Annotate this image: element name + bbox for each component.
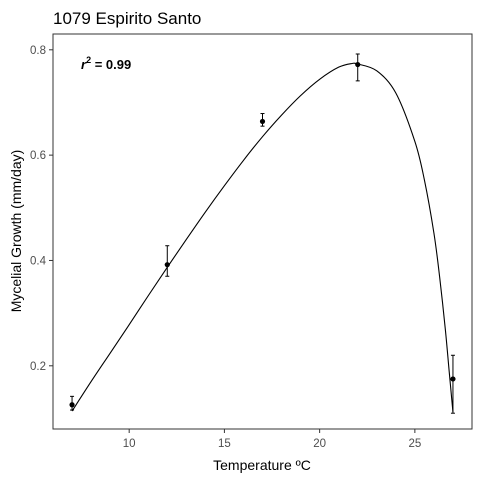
y-axis-label: Mycelial Growth (mm/day) bbox=[8, 150, 24, 313]
r-squared-value: = 0.99 bbox=[91, 57, 131, 72]
r-squared-annotation: r2 = 0.99 bbox=[81, 55, 131, 72]
y-tick-label: 0.4 bbox=[30, 255, 47, 267]
plot-area: 10 15 20 25 0.2 0.4 0.6 0.8 bbox=[30, 45, 456, 450]
data-point bbox=[355, 61, 361, 68]
x-tick-label: 15 bbox=[218, 438, 231, 450]
fit-curve bbox=[71, 62, 454, 413]
x-tick-label: 20 bbox=[313, 438, 326, 450]
chart-title: 1079 Espirito Santo bbox=[53, 9, 201, 28]
r-squared-r: r bbox=[81, 57, 87, 72]
y-tick-label: 0.6 bbox=[30, 150, 46, 162]
x-axis-label: Temperature ºC bbox=[213, 457, 311, 473]
r-squared-exponent: 2 bbox=[86, 55, 91, 65]
y-tick-label: 0.2 bbox=[30, 361, 46, 373]
plot-panel-border bbox=[52, 33, 473, 430]
x-tick-label: 10 bbox=[123, 438, 136, 450]
x-tick-label: 25 bbox=[408, 438, 421, 450]
data-point bbox=[259, 118, 266, 125]
data-point bbox=[69, 402, 75, 408]
data-point bbox=[450, 376, 456, 382]
data-point bbox=[164, 262, 170, 268]
y-tick-label: 0.8 bbox=[30, 45, 46, 57]
